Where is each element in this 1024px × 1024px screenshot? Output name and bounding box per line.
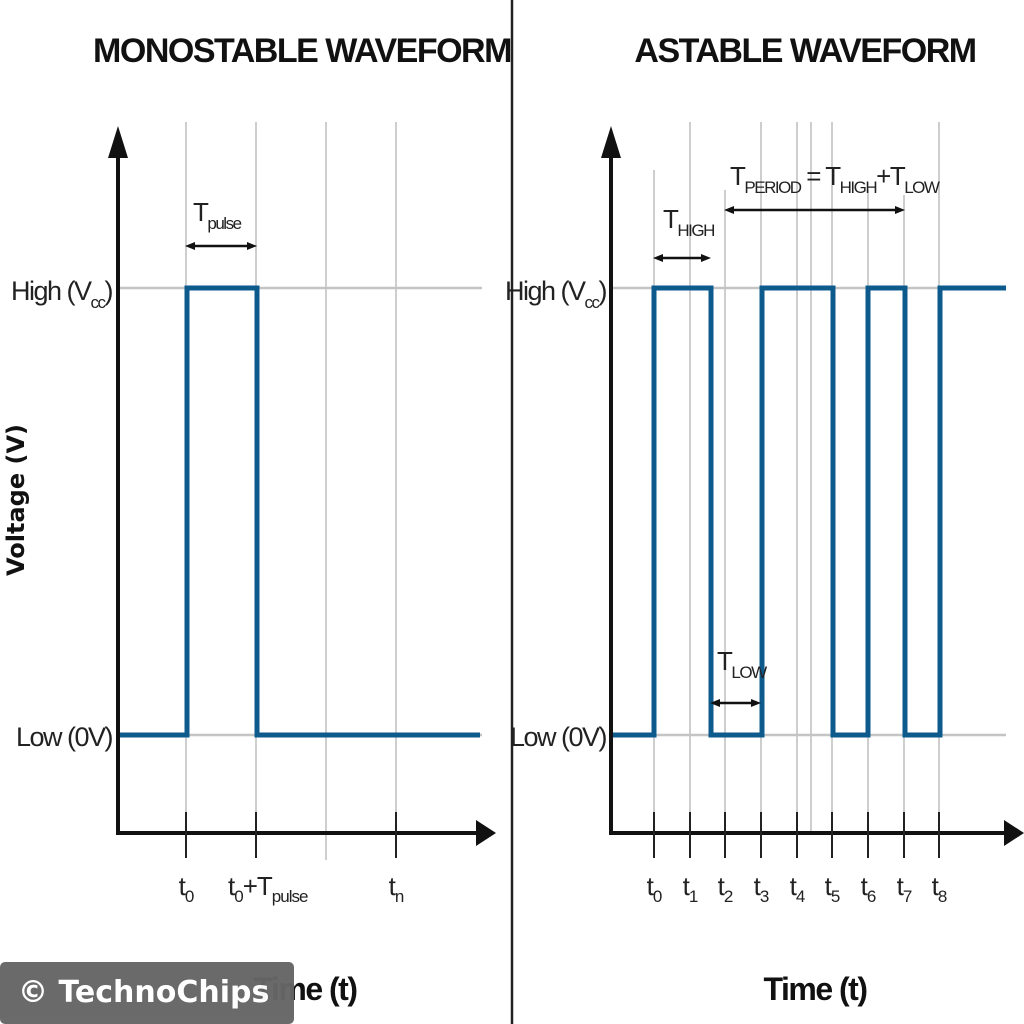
watermark-badge: © TechnoChips [0, 962, 294, 1024]
thigh-label: THIGH [663, 204, 714, 240]
astable-waveform [613, 285, 1006, 738]
monostable-y-arrow-icon [108, 126, 128, 158]
monostable-low-label: Low (0V) [16, 722, 113, 752]
astable-tick-marks [653, 812, 940, 858]
monostable-tick-marks [185, 812, 397, 858]
astable-tick-t6: t6 [861, 871, 876, 906]
astable-tick-t3: t3 [754, 871, 769, 906]
monostable-high-label: High (Vcc) [11, 276, 113, 312]
astable-tick-t1: t1 [683, 871, 698, 906]
astable-x-arrow-icon [1004, 820, 1024, 846]
monostable-waveform [120, 285, 480, 738]
monostable-tick-tn: tn [389, 871, 404, 906]
astable-tick-t8: t8 [932, 871, 947, 906]
tpulse-label: Tpulse [193, 197, 242, 233]
astable-tick-t5: t5 [825, 871, 840, 906]
monostable-title: MONOSTABLE WAVEFORM [93, 32, 511, 70]
astable-tick-t2: t2 [718, 871, 733, 906]
astable-tick-labels: t0 t1 t2 t3 t4 t5 t6 t7 t8 [647, 871, 948, 906]
monostable-tick-t0-plus-tpulse: t0+Tpulse [228, 871, 308, 906]
astable-tick-t7: t7 [897, 871, 912, 906]
astable-tick-t0: t0 [647, 871, 662, 906]
astable-low-label: Low (0V) [510, 722, 607, 752]
astable-y-arrow-icon [601, 126, 621, 158]
astable-title: ASTABLE WAVEFORM [634, 32, 975, 70]
astable-x-axis-label: Time (t) [764, 971, 868, 1007]
monostable-x-arrow-icon [476, 820, 496, 846]
monostable-tick-t0: t0 [179, 871, 194, 906]
monostable-panel: MONOSTABLE WAVEFORM High (Vcc) Low (0V) … [11, 32, 513, 1007]
astable-panel: ASTABLE WAVEFORM [505, 32, 1024, 1007]
tlow-label: TLOW [717, 646, 767, 682]
astable-tick-t4: t4 [790, 871, 805, 906]
astable-high-label: High (Vcc) [505, 276, 607, 312]
tperiod-label: TPERIOD = THIGH+TLOW [730, 161, 940, 197]
y-axis-label: Voltage (V) [2, 424, 30, 576]
